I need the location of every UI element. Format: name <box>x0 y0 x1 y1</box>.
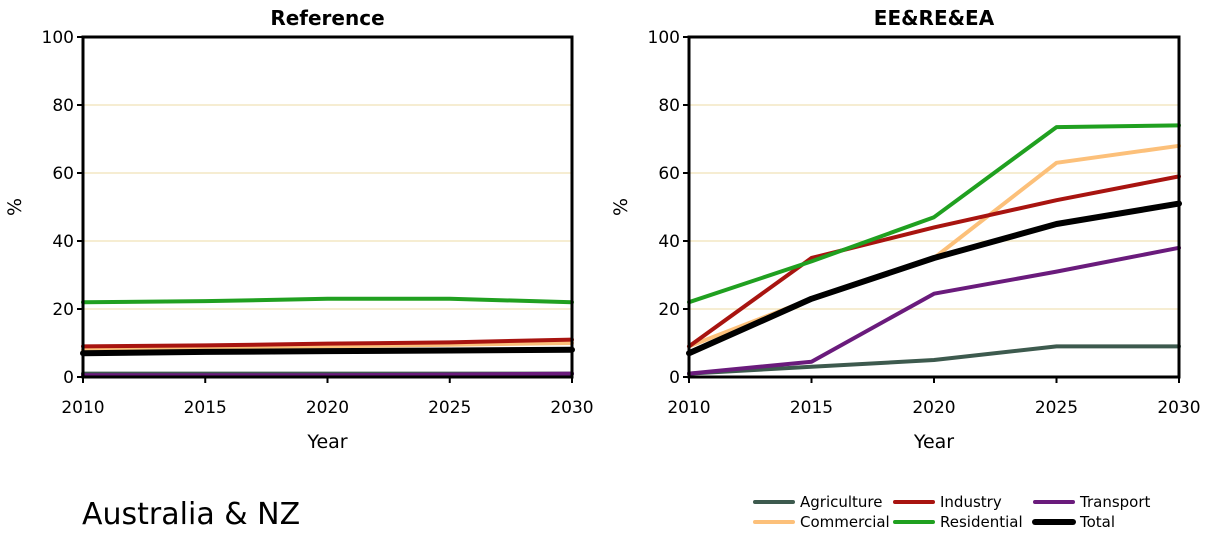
series-line-residential <box>81 296 574 305</box>
series-line-commercial <box>687 143 1181 349</box>
legend-label-commercial: Commercial <box>800 513 890 531</box>
series-line-transport <box>687 245 1181 376</box>
y-tick-label: 40 <box>52 232 74 252</box>
chart-title: EE&RE&EA <box>874 6 995 30</box>
x-tick-label: 2030 <box>1157 398 1200 418</box>
x-tick-label: 2015 <box>790 398 833 418</box>
series-line-transport <box>81 371 574 378</box>
series-line-agriculture <box>687 344 1181 376</box>
plot-frame <box>81 35 574 379</box>
x-axis-label: Year <box>306 431 347 453</box>
chart-title: Reference <box>270 6 384 30</box>
series-line-total <box>686 200 1182 357</box>
x-tick-label: 2010 <box>61 398 104 418</box>
y-tick-label: 20 <box>658 300 680 320</box>
y-axis-label: % <box>4 198 26 216</box>
x-tick-label: 2020 <box>306 398 349 418</box>
y-tick-label: 20 <box>52 300 74 320</box>
x-tick-label: 2020 <box>912 398 955 418</box>
y-tick-label: 40 <box>658 232 680 252</box>
x-tick-label: 2025 <box>1035 398 1078 418</box>
y-tick-label: 60 <box>52 164 74 184</box>
series-line-industry <box>81 337 574 349</box>
y-tick-label: 0 <box>63 368 74 388</box>
series-line-residential <box>687 123 1181 305</box>
series-line-industry <box>687 174 1181 349</box>
y-tick-label: 80 <box>52 96 74 116</box>
legend-label-transport: Transport <box>1079 493 1151 511</box>
y-axis-label: % <box>610 198 632 216</box>
y-tick-label: 100 <box>42 28 74 48</box>
y-tick-label: 0 <box>669 368 680 388</box>
series-line-commercial <box>81 341 574 352</box>
x-tick-label: 2010 <box>667 398 710 418</box>
y-tick-label: 60 <box>658 164 680 184</box>
legend-label-agriculture: Agriculture <box>800 493 883 511</box>
x-tick-label: 2025 <box>428 398 471 418</box>
legend-label-total: Total <box>1079 513 1115 531</box>
legend: Agriculture Commercial Industry Residential… <box>753 493 1151 531</box>
panel-ee-re-ea: 0 20 40 60 80 100 2010 2015 2020 2025 2030 EE&RE&EA… <box>610 6 1201 453</box>
series-line-total <box>80 346 575 357</box>
x-tick-label: 2015 <box>184 398 227 418</box>
legend-label-residential: Residential <box>940 513 1023 531</box>
y-tick-label: 80 <box>658 96 680 116</box>
y-tick-label: 100 <box>648 28 680 48</box>
region-label: Australia & NZ <box>82 497 300 532</box>
plot-frame <box>687 35 1181 379</box>
panel-reference: 0 20 40 60 80 100 2010 2015 2020 2025 2030 Referenc… <box>4 6 594 453</box>
x-axis-label: Year <box>913 431 954 453</box>
x-tick-label: 2030 <box>550 398 593 418</box>
legend-label-industry: Industry <box>940 493 1002 511</box>
